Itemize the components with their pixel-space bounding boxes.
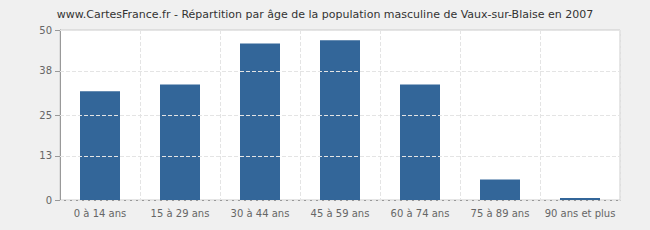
svg-text:75 à 89 ans: 75 à 89 ans — [471, 208, 530, 219]
svg-text:25: 25 — [39, 110, 52, 121]
svg-text:0: 0 — [46, 195, 52, 206]
svg-text:www.CartesFrance.fr - Répartit: www.CartesFrance.fr - Répartition par âg… — [57, 8, 593, 21]
svg-text:38: 38 — [39, 65, 52, 76]
svg-text:60 à 74 ans: 60 à 74 ans — [391, 208, 450, 219]
svg-text:15 à 29 ans: 15 à 29 ans — [151, 208, 210, 219]
svg-text:50: 50 — [39, 25, 52, 36]
svg-text:30 à 44 ans: 30 à 44 ans — [231, 208, 290, 219]
svg-text:90 ans et plus: 90 ans et plus — [545, 208, 616, 219]
svg-text:13: 13 — [39, 150, 52, 161]
svg-text:0 à 14 ans: 0 à 14 ans — [74, 208, 126, 219]
svg-text:45 à 59 ans: 45 à 59 ans — [311, 208, 370, 219]
